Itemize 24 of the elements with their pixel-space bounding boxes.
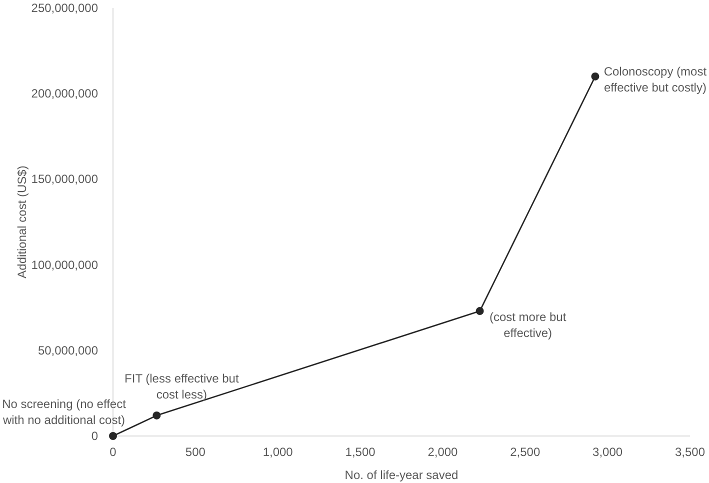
annotation: FIT (less effective but cost less) (124, 372, 240, 402)
x-tick-label: 500 (185, 445, 206, 459)
point (109, 432, 117, 440)
y-tick-label: 200,000,000 (31, 86, 98, 101)
x-tick-label: 0 (110, 445, 117, 459)
y-tick-label: 50,000,000 (38, 343, 98, 358)
y-tick-label: 0 (91, 429, 98, 443)
point (152, 411, 161, 420)
point (476, 307, 484, 316)
y-tick-label: 150,000,000 (31, 172, 98, 186)
annotation: No screening (no effect with no additional cost) (2, 397, 127, 428)
y-tick-label: 100,000,000 (31, 258, 98, 272)
y-tick-label: 250,000,000 (31, 1, 98, 15)
x-tick-label: 3,000 (592, 445, 623, 459)
y-axis-title: Additional cost (US$) (15, 166, 29, 278)
annotation: Colonoscopy (most effective but costly) (604, 64, 708, 95)
x-tick-label: 3,500 (674, 445, 706, 459)
x-tick-label: 2,000 (428, 445, 458, 459)
x-tick-label: 1,500 (345, 445, 376, 459)
x-tick-label: 2,500 (510, 445, 540, 459)
point (591, 72, 600, 80)
annotation: (cost more but effective) (489, 310, 567, 340)
x-tick-label: 1,000 (262, 445, 294, 459)
x-axis-title: No. of life-year saved (344, 468, 458, 482)
